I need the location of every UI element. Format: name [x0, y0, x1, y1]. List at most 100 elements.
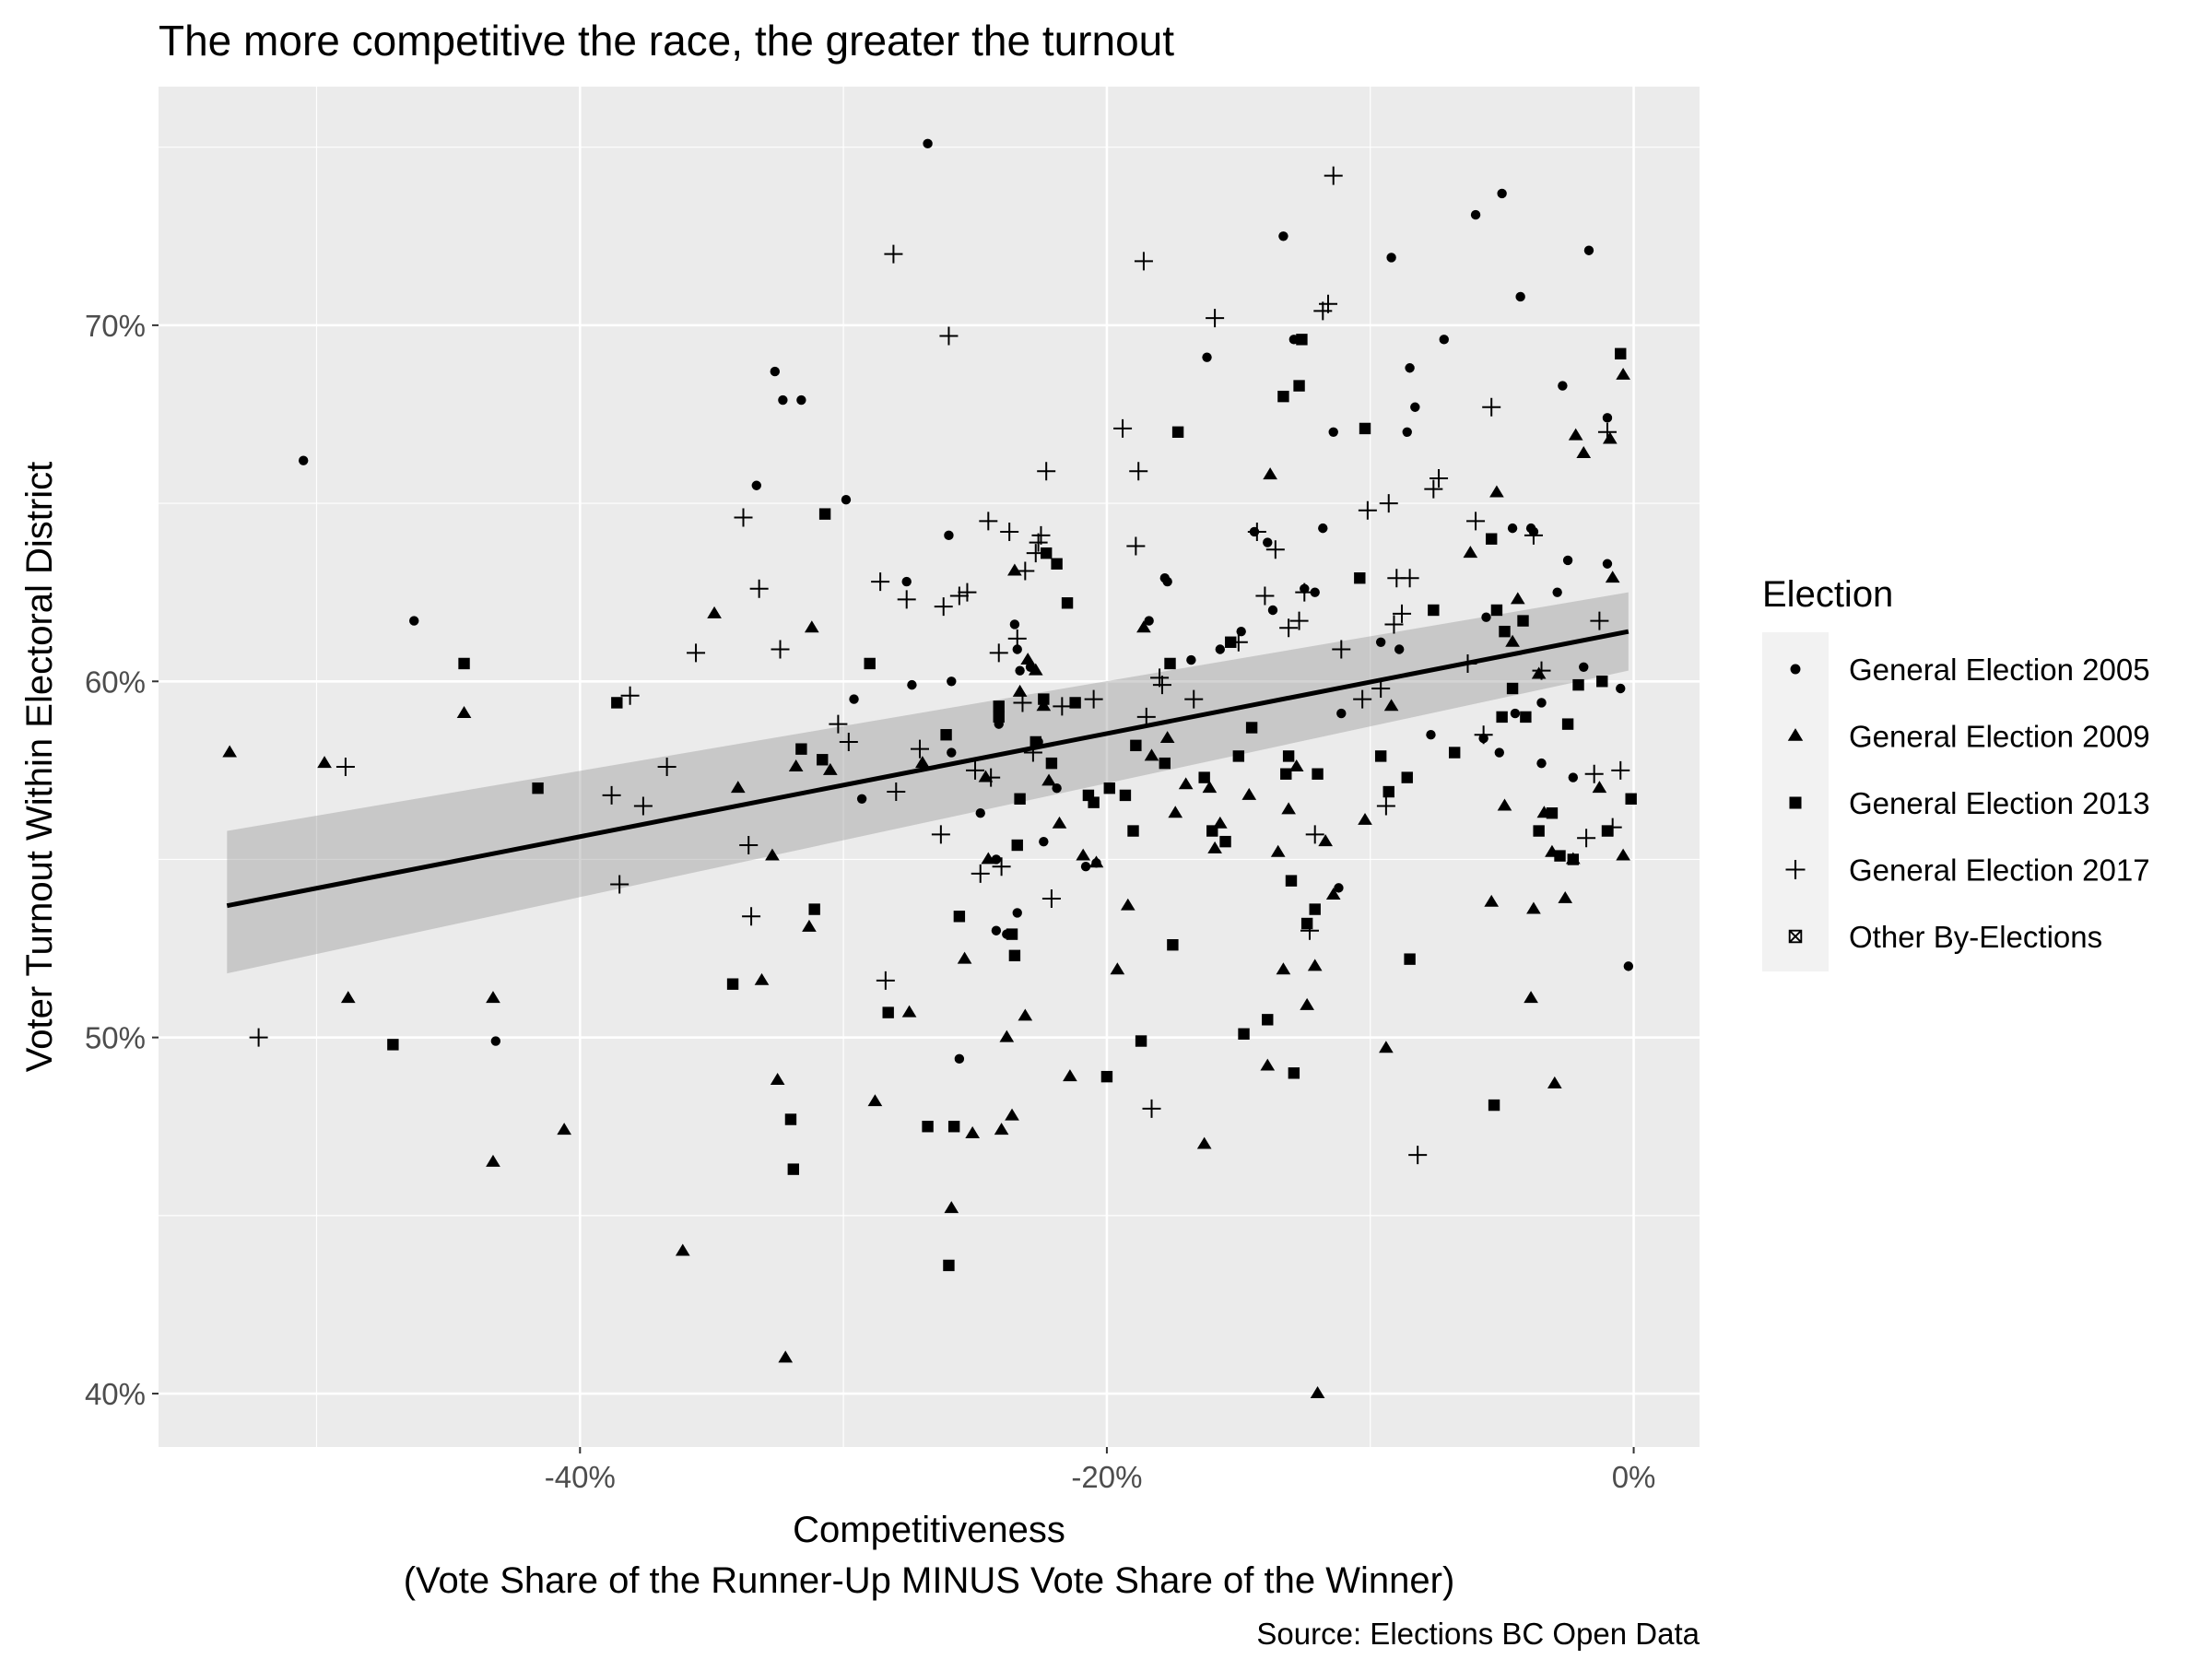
point-general-election-2005	[1215, 644, 1226, 654]
x-axis-ticks: -40% -20% 0%	[545, 1447, 1655, 1494]
point-general-election-2013	[1238, 1028, 1250, 1040]
point-general-election-2009	[1616, 848, 1630, 861]
point-general-election-2009	[1531, 666, 1547, 679]
point-general-election-2013	[1554, 850, 1566, 862]
point-general-election-2013	[1625, 793, 1637, 805]
point-general-election-2009	[1307, 959, 1323, 971]
point-general-election-2005	[1263, 537, 1273, 547]
point-general-election-2009	[1263, 467, 1277, 480]
point-general-election-2017	[1134, 252, 1153, 271]
point-general-election-2013	[1486, 533, 1498, 545]
point-general-election-2013	[818, 508, 831, 520]
point-general-election-2005	[409, 616, 419, 626]
point-general-election-2009	[1196, 1136, 1212, 1149]
point-general-election-2013	[808, 903, 820, 915]
point-general-election-2017	[1319, 294, 1338, 313]
point-general-election-2013	[1280, 768, 1292, 780]
point-general-election-2013	[1103, 782, 1115, 794]
point-general-election-2017	[992, 857, 1011, 877]
point-general-election-2009	[1144, 748, 1159, 761]
point-general-election-2009	[901, 1005, 917, 1018]
point-general-election-2009	[557, 1123, 571, 1135]
point-general-election-2009	[1497, 798, 1512, 811]
point-general-election-2005	[1267, 605, 1278, 616]
point-general-election-2013	[1572, 678, 1584, 691]
point-general-election-2005	[1558, 381, 1568, 391]
point-general-election-2005	[954, 1053, 965, 1065]
point-general-election-2009	[1300, 997, 1314, 1010]
point-general-election-2009	[1576, 445, 1592, 458]
point-general-election-2005	[490, 1036, 501, 1046]
trend-line	[226, 629, 1630, 909]
point-general-election-2009	[675, 1243, 690, 1256]
point-general-election-2005	[1439, 335, 1449, 345]
point-general-election-2013	[1546, 807, 1559, 819]
point-general-election-2005	[1012, 908, 1022, 918]
point-general-election-2013	[1354, 572, 1366, 584]
point-general-election-2005	[1386, 253, 1396, 263]
point-general-election-2013	[1171, 426, 1184, 438]
point-general-election-2005	[901, 576, 912, 587]
point-general-election-2017	[1037, 462, 1056, 481]
point-general-election-2005	[1039, 836, 1049, 847]
confidence-band-area	[227, 592, 1629, 974]
point-general-election-2017	[1358, 500, 1377, 520]
point-general-election-2009	[1260, 1058, 1276, 1071]
confidence-band	[227, 592, 1629, 974]
y-tick-label: 60%	[85, 665, 146, 699]
point-general-election-2017	[633, 796, 653, 816]
point-general-election-2005	[1080, 861, 1091, 872]
point-general-election-2009	[1088, 855, 1104, 868]
point-general-election-2009	[1005, 1108, 1019, 1121]
point-general-election-2009	[1276, 962, 1291, 975]
x-axis-label-line2: (Vote Share of the Runner-Up MINUS Vote …	[404, 1560, 1455, 1601]
point-general-election-2005	[1562, 555, 1573, 566]
y-axis-label: Voter Turnout Within Electoral District	[19, 462, 60, 1072]
point-general-election-2009	[1318, 834, 1333, 847]
point-general-election-2017	[1206, 309, 1225, 328]
point-general-election-2013	[1282, 750, 1295, 762]
point-general-election-2013	[1119, 789, 1132, 802]
point-general-election-2017	[1279, 618, 1299, 638]
point-general-election-2005	[1328, 427, 1338, 437]
point-general-election-2017	[1376, 796, 1395, 816]
point-general-election-2013	[1045, 757, 1058, 770]
point-general-election-2005	[1583, 245, 1594, 255]
point-general-election-2009	[1288, 759, 1304, 771]
point-general-election-2005	[947, 677, 957, 687]
point-general-election-2009	[317, 756, 332, 769]
point-general-election-2017	[1590, 611, 1609, 630]
point-general-election-2017	[966, 760, 985, 780]
point-general-election-2009	[1041, 773, 1056, 786]
point-general-election-2013	[1520, 711, 1532, 724]
point-general-election-2013	[953, 911, 966, 923]
point-general-election-2005	[947, 747, 957, 758]
point-general-election-2013	[993, 700, 1005, 712]
point-general-election-2013	[1615, 347, 1627, 359]
point-general-election-2017	[620, 686, 640, 705]
point-general-election-2017	[1379, 494, 1398, 513]
point-general-election-2017	[657, 758, 677, 776]
point-general-election-2009	[1028, 663, 1043, 676]
point-general-election-2009	[486, 991, 500, 1004]
point-general-election-2009	[1568, 428, 1583, 441]
point-general-election-2013	[1011, 839, 1023, 852]
point-general-election-2005	[1012, 644, 1022, 654]
point-general-election-2013	[795, 743, 807, 755]
point-general-election-2017	[1289, 611, 1309, 630]
point-general-election-2009	[1310, 1386, 1325, 1399]
point-general-election-2005	[298, 455, 309, 465]
point-general-election-2009	[1592, 781, 1607, 794]
point-general-election-2005	[1052, 782, 1062, 794]
point-general-election-2017	[739, 836, 759, 855]
point-general-election-2017	[949, 586, 969, 606]
point-general-election-2009	[1358, 812, 1372, 825]
point-general-election-2009	[1325, 888, 1341, 900]
point-general-election-2005	[778, 394, 788, 406]
point-general-election-2013	[882, 1006, 894, 1018]
point-general-election-2005	[944, 530, 954, 541]
x-tick-label: -40%	[545, 1460, 616, 1494]
trend-line-segment	[226, 629, 1630, 909]
point-general-election-2017	[749, 579, 769, 598]
